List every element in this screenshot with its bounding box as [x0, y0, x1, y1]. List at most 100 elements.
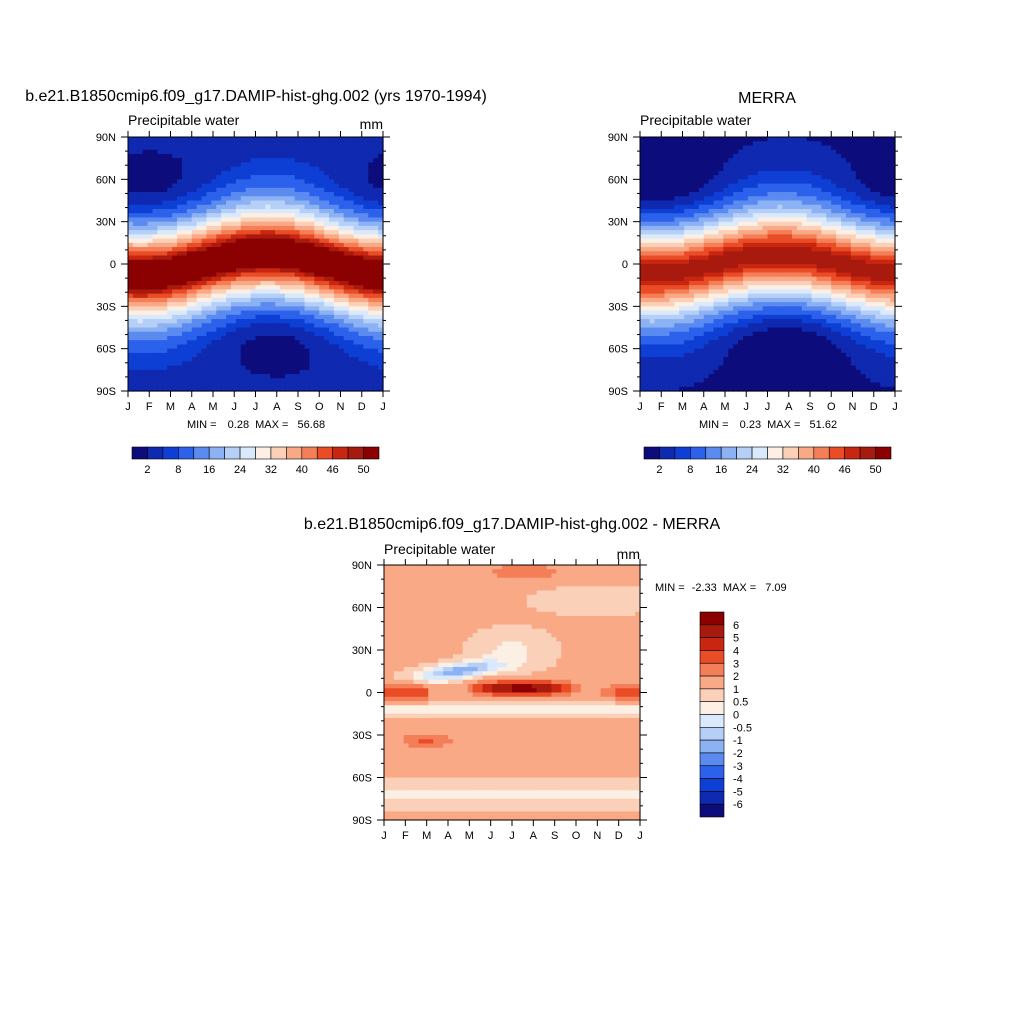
contour-cell	[186, 357, 193, 362]
contour-cell	[659, 280, 666, 286]
contour-cell	[265, 314, 271, 320]
contour-cell	[142, 247, 149, 252]
contour-cell	[206, 264, 212, 269]
contour-cell	[747, 230, 754, 235]
contour-cell	[196, 323, 203, 329]
contour-cell	[314, 285, 320, 290]
contour-cell	[177, 208, 183, 214]
contour-cell	[640, 251, 646, 257]
contour-cell	[216, 297, 222, 303]
contour-cell	[304, 187, 311, 193]
contour-cell	[669, 348, 675, 354]
contour-cell	[181, 179, 188, 185]
contour-cell	[747, 280, 754, 286]
contour-cell	[777, 285, 783, 290]
contour-cell	[679, 280, 685, 286]
contour-cell	[132, 200, 139, 206]
contour-cell	[230, 361, 237, 367]
contour-cell	[157, 344, 163, 350]
contour-cell	[240, 247, 247, 252]
contour-cell	[343, 378, 350, 384]
contour-cell	[162, 268, 168, 274]
contour-cell	[137, 255, 144, 261]
contour-cell	[742, 196, 749, 202]
contour-cell	[186, 204, 193, 210]
contour-cell	[659, 272, 666, 278]
contour-cell	[324, 149, 330, 155]
contour-cell	[226, 382, 232, 388]
contour-cell	[132, 365, 139, 371]
contour-cell	[181, 314, 188, 320]
contour-cell	[708, 386, 715, 392]
contour-cell	[280, 158, 286, 163]
contour-cell	[640, 293, 646, 299]
contour-cell	[353, 272, 360, 278]
contour-cell	[299, 204, 306, 210]
contour-cell	[260, 369, 266, 375]
contour-cell	[738, 221, 744, 227]
contour-cell	[718, 213, 724, 219]
contour-cell	[757, 175, 764, 180]
contour-cell	[684, 327, 690, 333]
contour-cell	[684, 200, 690, 206]
contour-cell	[289, 382, 296, 388]
contour-cell	[348, 200, 355, 206]
contour-cell	[343, 238, 350, 244]
contour-cell	[314, 221, 320, 227]
contour-cell	[265, 297, 271, 303]
contour-cell	[684, 302, 690, 307]
contour-cell	[674, 213, 680, 219]
contour-cell	[128, 196, 134, 202]
contour-cell	[211, 293, 217, 299]
contour-cell	[358, 259, 364, 265]
contour-cell	[689, 378, 695, 384]
contour-cell	[689, 361, 695, 367]
contour-cell	[226, 310, 232, 316]
contour-cell	[211, 162, 217, 168]
contour-cell	[782, 175, 788, 180]
contour-cell	[343, 348, 350, 354]
contour-cell	[689, 166, 695, 172]
contour-cell	[728, 306, 734, 312]
contour-cell	[752, 327, 759, 333]
contour-cell	[747, 137, 754, 142]
contour-cell	[309, 170, 315, 176]
contour-cell	[206, 234, 212, 240]
contour-cell	[191, 344, 198, 350]
contour-cell	[324, 335, 330, 341]
contour-cell	[299, 357, 306, 362]
contour-cell	[206, 158, 212, 163]
contour-cell	[698, 352, 705, 358]
contour-cell	[733, 340, 739, 346]
contour-cell	[738, 272, 744, 278]
contour-cell	[742, 361, 749, 367]
contour-cell	[353, 242, 360, 248]
contour-cell	[157, 192, 163, 197]
contour-cell	[157, 323, 163, 329]
contour-cell	[679, 302, 685, 307]
contour-cell	[142, 323, 149, 329]
contour-cell	[191, 306, 198, 312]
contour-cell	[196, 340, 203, 346]
contour-cell	[644, 276, 651, 282]
contour-cell	[703, 374, 710, 379]
contour-cell	[294, 162, 301, 168]
contour-cell	[299, 153, 306, 159]
contour-cell	[167, 369, 173, 375]
contour-cell	[752, 179, 759, 185]
contour-cell	[752, 196, 759, 202]
contour-cell	[368, 238, 374, 244]
contour-cell	[664, 289, 671, 295]
contour-cell	[167, 200, 173, 206]
contour-cell	[708, 183, 715, 189]
contour-cell	[201, 386, 208, 392]
contour-cell	[137, 302, 144, 307]
contour-cell	[177, 242, 183, 248]
contour-cell	[206, 382, 212, 388]
contour-cell	[319, 352, 325, 358]
contour-cell	[674, 289, 680, 295]
contour-cell	[373, 230, 379, 235]
contour-cell	[284, 264, 291, 269]
contour-cell	[738, 331, 744, 337]
contour-cell	[265, 221, 271, 227]
